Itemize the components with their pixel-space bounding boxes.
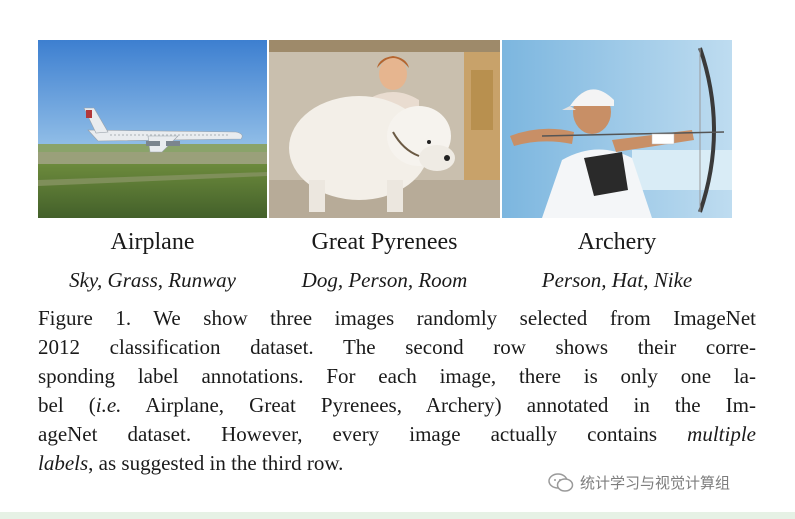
caption-text: , as suggested in the third row. — [88, 451, 344, 475]
image-label-airplane: Airplane — [110, 229, 195, 255]
caption-line: ageNet dataset. However, every image act… — [38, 420, 756, 449]
watermark: 统计学习与视觉计算组 — [548, 472, 730, 493]
image-tags-archery: Person, Hat, Nike — [541, 268, 693, 292]
caption-line: sponding label annotations. For each ima… — [38, 364, 756, 388]
watermark-text: 统计学习与视觉计算组 — [580, 474, 731, 492]
caption-line: bel (i.e. Airplane, Great Pyrenees, Arch… — [38, 391, 756, 420]
airplane-photo — [38, 40, 267, 218]
image-label-great-pyrenees: Great Pyrenees — [311, 229, 458, 255]
archery-photo — [502, 40, 732, 218]
caption-line: labels, as suggested in the third row. — [38, 449, 756, 478]
figure-caption: Figure 1. We show three images randomly … — [38, 304, 756, 478]
wechat-icon — [548, 472, 574, 493]
caption-line: 2012 classification dataset. The second … — [38, 335, 756, 359]
image-tags-great-pyrenees: Dog, Person, Room — [301, 268, 468, 292]
caption-line: Figure 1. We show three images randomly … — [38, 306, 756, 330]
caption-text: Airplane, Great Pyrenees, Archery) annot… — [121, 393, 756, 417]
caption-emphasis: i.e. — [95, 393, 122, 417]
caption-emphasis: multiple — [687, 422, 756, 446]
image-tags-airplane: Sky, Grass, Runway — [69, 268, 236, 292]
figure-image-row — [38, 40, 732, 218]
image-label-archery: Archery — [577, 229, 657, 255]
caption-text: ageNet dataset. However, every image act… — [38, 422, 688, 446]
bottom-bar — [0, 512, 795, 519]
caption-emphasis: labels — [38, 451, 89, 475]
caption-text: bel ( — [38, 393, 96, 417]
great-pyrenees-photo — [269, 40, 500, 218]
